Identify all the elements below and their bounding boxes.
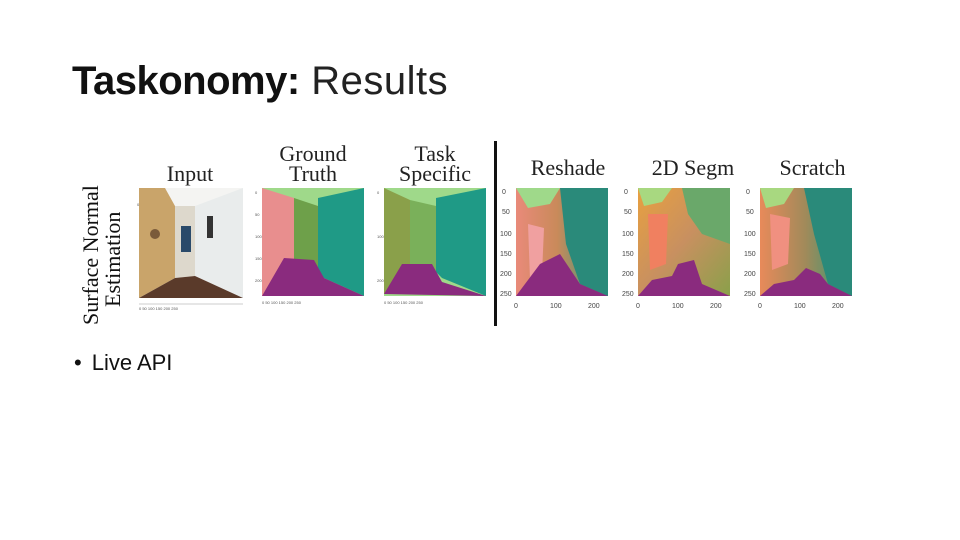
svg-text:200: 200 <box>832 303 844 310</box>
panel-input: 0 0 50 100 150 200 250 <box>135 186 245 312</box>
svg-text:250: 250 <box>500 291 512 298</box>
column-divider <box>494 141 497 326</box>
svg-text:100: 100 <box>744 231 756 238</box>
svg-text:200: 200 <box>622 271 634 278</box>
svg-text:200: 200 <box>710 303 722 310</box>
svg-text:200: 200 <box>377 278 384 283</box>
svg-text:200: 200 <box>588 303 600 310</box>
panel-ground-truth: 0 50 100 150 200 0 50 100 150 200 250 <box>254 186 366 312</box>
svg-text:200: 200 <box>744 271 756 278</box>
col-label-reshade: Reshade <box>530 155 606 180</box>
svg-text:150: 150 <box>622 251 634 258</box>
col-label-2d-segm: 2D Segm <box>651 155 735 180</box>
bullet-item: • Live API <box>74 350 172 376</box>
svg-text:100: 100 <box>255 234 262 239</box>
panel-reshade: 0 50 100 150 200 250 0 100 200 <box>500 184 612 310</box>
svg-text:0 50 100 150 200: 0 50 100 150 200 250 <box>262 300 302 305</box>
title-bold: Taskonomy: <box>72 59 300 103</box>
bullet-text: Live API <box>91 350 173 375</box>
svg-text:0: 0 <box>502 189 506 196</box>
panel-task-specific: 0 100 200 0 50 100 150 200 250 <box>376 186 488 312</box>
svg-text:100: 100 <box>622 231 634 238</box>
svg-text:0: 0 <box>514 303 518 310</box>
slide-title: Taskonomy: Results <box>72 56 448 106</box>
svg-text:0 50 100 150 200 250: 0 50 100 150 200 250 <box>139 306 179 311</box>
svg-text:100: 100 <box>794 303 806 310</box>
svg-text:200: 200 <box>255 278 262 283</box>
svg-text:150: 150 <box>500 251 512 258</box>
col-label-input: Input <box>166 161 214 186</box>
svg-text:0: 0 <box>624 189 628 196</box>
svg-text:250: 250 <box>744 291 756 298</box>
svg-text:100: 100 <box>377 234 384 239</box>
svg-text:0: 0 <box>746 189 750 196</box>
svg-text:200: 200 <box>500 271 512 278</box>
row-label: Surface Normal Estimation <box>70 150 130 330</box>
svg-text:0: 0 <box>255 190 258 195</box>
panel-2d-segm: 0 50 100 150 200 250 0 100 200 <box>622 184 734 310</box>
col-label-task-specific: Task Specific <box>398 141 472 186</box>
svg-text:50: 50 <box>746 209 754 216</box>
svg-text:50: 50 <box>255 212 260 217</box>
svg-text:50: 50 <box>624 209 632 216</box>
svg-text:150: 150 <box>255 256 262 261</box>
svg-text:0: 0 <box>636 303 640 310</box>
col-label-scratch: Scratch <box>779 155 846 180</box>
svg-text:100: 100 <box>672 303 684 310</box>
row-label-line2: Estimation <box>100 211 125 307</box>
title-regular: Results <box>311 59 449 103</box>
svg-text:100: 100 <box>500 231 512 238</box>
svg-text:0 50 100 150 200: 0 50 100 150 200 250 <box>384 300 424 305</box>
svg-text:100: 100 <box>550 303 562 310</box>
svg-text:50: 50 <box>502 209 510 216</box>
svg-text:0: 0 <box>137 202 140 207</box>
svg-text:150: 150 <box>744 251 756 258</box>
svg-text:0: 0 <box>377 190 380 195</box>
svg-text:0: 0 <box>758 303 762 310</box>
bullet-dot: • <box>74 350 82 375</box>
panel-scratch: 0 50 100 150 200 250 0 100 200 <box>744 184 856 310</box>
svg-text:250: 250 <box>622 291 634 298</box>
col-label-ground-truth: Ground Truth <box>279 141 347 186</box>
